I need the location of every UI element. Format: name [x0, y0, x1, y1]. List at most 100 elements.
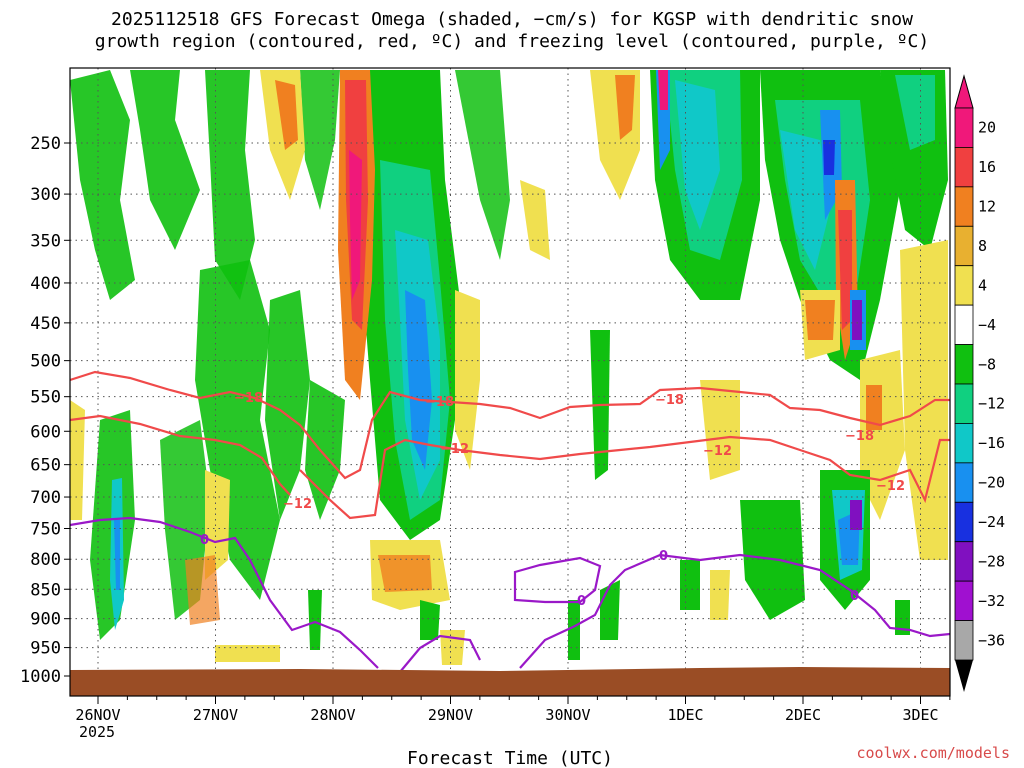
omega-region — [70, 70, 135, 300]
omega-region — [838, 210, 852, 330]
colorbar-swatch — [954, 580, 974, 621]
y-tick-label: 650 — [30, 456, 61, 476]
colorbar-label: −36 — [978, 631, 1005, 649]
omega-region — [895, 75, 935, 150]
y-tick-label: 700 — [30, 488, 61, 508]
freezing-level-closed-contour — [513, 556, 602, 604]
y-tick-label: 450 — [30, 314, 61, 334]
omega-region — [455, 70, 510, 260]
colorbar-label: 12 — [978, 198, 996, 216]
omega-region — [349, 150, 362, 300]
colorbar-swatch — [954, 541, 974, 582]
colorbar-top-arrow — [954, 74, 974, 109]
y-tick-label: 300 — [30, 185, 61, 205]
omega-region — [215, 645, 280, 662]
omega-region — [900, 240, 948, 560]
colorbar-label: 8 — [978, 237, 987, 255]
colorbar-swatch — [954, 462, 974, 503]
omega-region — [700, 380, 740, 480]
contour-label: −12 — [703, 444, 732, 459]
omega-region — [866, 385, 882, 430]
dgz-contour-minus12 — [70, 414, 950, 520]
x-tick-label: 28NOV — [310, 706, 355, 724]
y-tick-label: 1000 — [20, 667, 61, 687]
omega-shading — [70, 70, 948, 665]
colorbar-swatch — [954, 147, 974, 188]
colorbar-label: 4 — [978, 276, 987, 294]
omega-region — [823, 140, 835, 175]
colorbar-swatch — [954, 620, 974, 661]
y-tick-label: 400 — [30, 274, 61, 294]
x-axis: 26NOV 27NOV 28NOV 29NOV 30NOV 1DEC 2DEC 3DEC — [75, 696, 951, 724]
omega-region — [405, 290, 432, 470]
contour-label: −18 — [234, 391, 263, 406]
colorbar-label: −4 — [978, 316, 996, 334]
contour-label: −18 — [425, 395, 454, 410]
x-tick-label: 2DEC — [785, 706, 821, 724]
colorbar: 20 16 12 8 4 −4 −8 −12 −16 −20 −24 −28 −32 −36 — [954, 74, 1005, 692]
omega-region — [114, 520, 120, 590]
y-tick-label: 550 — [30, 388, 61, 408]
y-axis: 250 300 350 400 450 500 550 600 650 700 750 800 850 9… — [20, 134, 70, 687]
colorbar-swatch — [954, 107, 974, 148]
colorbar-swatch — [954, 423, 974, 464]
y-tick-label: 350 — [30, 231, 61, 251]
omega-region — [850, 500, 862, 530]
omega-region — [895, 600, 910, 635]
x-tick-label: 26NOV — [75, 706, 120, 724]
colorbar-swatch — [954, 265, 974, 306]
contour-label: 0 — [577, 594, 586, 609]
contour-label: −12 — [440, 442, 469, 457]
contour-label: 0 — [200, 533, 209, 548]
y-tick-label: 950 — [30, 639, 61, 659]
omega-region — [378, 555, 432, 592]
omega-region — [568, 600, 580, 660]
colorbar-swatch — [954, 344, 974, 385]
colorbar-bottom-arrow — [955, 660, 973, 692]
colorbar-swatch — [954, 225, 974, 267]
colorbar-label: 20 — [978, 119, 996, 137]
y-tick-label: 900 — [30, 610, 61, 630]
plot-frame — [69, 67, 951, 697]
omega-region — [520, 180, 550, 260]
chart-title-line-1: 2025112518 GFS Forecast Omega (shaded, −… — [111, 9, 913, 30]
omega-region — [658, 70, 668, 110]
colorbar-label: −28 — [978, 552, 1005, 570]
colorbar-label: −8 — [978, 355, 996, 373]
colorbar-swatch — [954, 304, 974, 345]
contour-label: −18 — [655, 393, 684, 408]
omega-region — [195, 260, 280, 600]
x-axis-label: Forecast Time (UTC) — [407, 748, 613, 768]
x-tick-label: 1DEC — [667, 706, 703, 724]
contour-labels: −18 −12 −18 −12 −18 −12 −18 −12 0 0 0 0 — [200, 391, 905, 609]
credit-text: coolwx.com/models — [856, 744, 1010, 762]
omega-region — [805, 300, 835, 340]
x-tick-label: 27NOV — [193, 706, 238, 724]
omega-region — [455, 290, 480, 470]
contour-label: −12 — [283, 497, 312, 512]
omega-region — [615, 75, 635, 140]
y-tick-label: 600 — [30, 422, 61, 442]
contour-label: −12 — [876, 479, 905, 494]
omega-region — [675, 80, 720, 230]
x-axis-year: 2025 — [79, 723, 115, 741]
x-tick-label: 29NOV — [428, 706, 473, 724]
y-tick-label: 850 — [30, 580, 61, 600]
x-tick-label: 3DEC — [902, 706, 938, 724]
colorbar-swatch — [954, 501, 974, 543]
omega-region — [780, 130, 830, 270]
omega-region — [420, 600, 440, 640]
colorbar-label: −16 — [978, 434, 1005, 452]
omega-region — [185, 555, 220, 625]
omega-region — [265, 290, 310, 520]
contour-label: 0 — [659, 549, 668, 564]
x-tick-label: 30NOV — [545, 706, 590, 724]
y-tick-label: 750 — [30, 520, 61, 540]
colorbar-label: −24 — [978, 513, 1005, 531]
chart-title-line-2: growth region (contoured, red, ºC) and f… — [94, 31, 930, 52]
omega-region — [70, 400, 85, 520]
contour-label: 0 — [850, 589, 859, 604]
omega-region — [710, 570, 730, 620]
omega-region — [852, 300, 862, 340]
contour-label: −18 — [845, 429, 874, 444]
